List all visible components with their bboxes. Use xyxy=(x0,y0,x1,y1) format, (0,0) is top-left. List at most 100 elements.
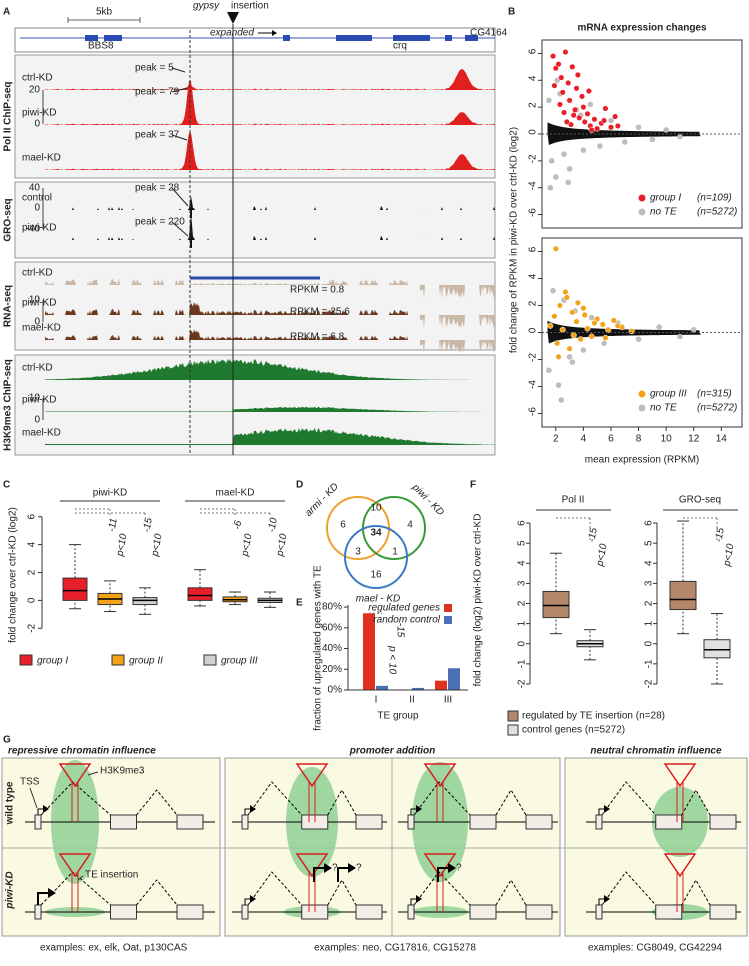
examples: examples: neo, CG17816, CG15278 xyxy=(314,943,476,954)
signal-track xyxy=(420,315,495,329)
point xyxy=(563,118,570,125)
point xyxy=(552,174,559,180)
tss-arrow xyxy=(410,898,416,905)
splice xyxy=(601,781,711,816)
venn-set xyxy=(344,525,408,589)
y-tick-label: -6 xyxy=(528,407,539,416)
p-exponent: -15 xyxy=(141,517,154,534)
p-exponent: -15 xyxy=(394,623,405,638)
exon xyxy=(655,904,683,920)
exon xyxy=(469,814,497,830)
point xyxy=(574,299,581,306)
point xyxy=(566,354,573,360)
exon xyxy=(407,904,415,920)
tss-arrow xyxy=(37,892,48,905)
track-panel xyxy=(14,54,496,179)
tss-arrow xyxy=(337,867,348,882)
legend-label: no TE xyxy=(650,207,677,218)
tss-arrowhead xyxy=(416,895,422,903)
point xyxy=(554,340,561,347)
p-value: p<10 xyxy=(722,543,737,569)
legend-count: (n=315) xyxy=(697,389,732,400)
model-header: neutral chromatin influence xyxy=(590,746,722,757)
y-tick-label: 3 xyxy=(644,580,655,586)
tss-arrow xyxy=(37,808,43,815)
signal-track xyxy=(45,406,495,412)
x-tick-label: 10 xyxy=(661,434,673,445)
set-label: piwi - KD xyxy=(409,481,446,518)
scale-label: 5kb xyxy=(96,7,113,18)
bar xyxy=(435,680,447,690)
splice xyxy=(247,871,357,906)
y-tick-label: 60% xyxy=(322,622,342,633)
count: 1 xyxy=(392,547,398,558)
legend-count: (n=5272) xyxy=(697,403,737,414)
scale-label: 20 xyxy=(29,85,41,96)
count: 34 xyxy=(370,528,382,539)
y-tick-label: 3 xyxy=(517,580,528,586)
point xyxy=(599,321,606,328)
annotation: TSS xyxy=(20,777,40,788)
expanded-label: expanded xyxy=(210,28,254,39)
y-axis-label: fold change over ctrl-KD (log2) xyxy=(8,507,19,643)
tss-arrowhead xyxy=(604,805,610,813)
track-label: piwi-KD xyxy=(22,395,56,406)
point xyxy=(569,359,576,366)
y-tick-label: -1 xyxy=(644,659,655,668)
point xyxy=(563,294,570,301)
box xyxy=(703,639,731,659)
y-tick-label: -2 xyxy=(27,623,38,632)
gene-label: crq xyxy=(393,41,407,52)
y-tick-label: -1 xyxy=(517,659,528,668)
point xyxy=(607,124,615,131)
legend-count: (n=5272) xyxy=(697,207,737,218)
signal-track xyxy=(45,358,495,380)
exon xyxy=(34,904,42,920)
row-label: piwi-KD xyxy=(5,871,16,909)
point xyxy=(546,97,552,104)
pointer xyxy=(29,787,38,809)
legend-label: group I xyxy=(37,656,68,667)
point xyxy=(585,87,592,95)
exon xyxy=(445,35,452,41)
panel-label: B xyxy=(508,7,515,18)
annotation-arrow xyxy=(171,67,186,73)
y-tick-label: 6 xyxy=(644,520,655,526)
count: 16 xyxy=(370,570,382,581)
y-tick-label: 5 xyxy=(517,540,528,546)
point xyxy=(570,112,577,119)
exon xyxy=(355,904,383,920)
legend-swatch xyxy=(203,654,217,666)
point xyxy=(569,63,576,70)
panel-label: C xyxy=(3,480,10,491)
track-label: mael-KD xyxy=(22,323,61,334)
legend-label: group II xyxy=(129,656,163,667)
x-tick-label: 4 xyxy=(581,434,587,445)
legend-label: random control xyxy=(373,615,440,626)
signal-track xyxy=(45,279,495,285)
x-tick-label: 14 xyxy=(716,434,728,445)
point xyxy=(555,382,562,388)
exon xyxy=(595,904,603,920)
annotation: peak = 79 xyxy=(135,87,180,98)
point xyxy=(559,89,566,96)
exon xyxy=(104,35,122,41)
exon xyxy=(176,814,204,830)
y-tick-label: 0 xyxy=(27,597,38,603)
track-label: mael-KD xyxy=(22,428,61,439)
y-tick-label: 6 xyxy=(528,48,539,54)
point xyxy=(614,122,621,129)
unknown-mark: ? xyxy=(356,863,362,874)
point xyxy=(584,325,591,332)
exon xyxy=(283,35,290,41)
y-tick-label: 1 xyxy=(517,620,528,626)
exon xyxy=(709,904,737,920)
point xyxy=(548,158,555,164)
x-tick-label: 6 xyxy=(608,434,614,445)
point xyxy=(561,151,567,157)
point xyxy=(580,347,587,353)
y-tick-label: 2 xyxy=(528,300,539,306)
panel-label: A xyxy=(3,7,10,18)
exon xyxy=(407,814,415,830)
p-value: p<10 xyxy=(115,533,130,559)
